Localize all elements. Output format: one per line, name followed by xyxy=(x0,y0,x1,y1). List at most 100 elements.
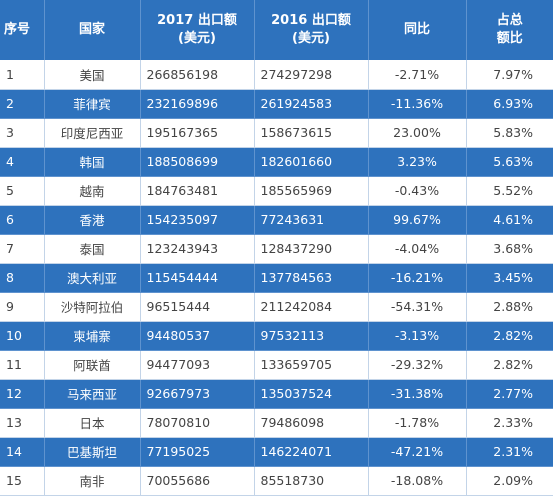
cell-yoy: 99.67% xyxy=(368,205,466,234)
table-header: 序号 国家 2017 出口额 (美元) 2016 出口额 (美元) 同比 占总 … xyxy=(0,0,553,60)
cell-rank: 1 xyxy=(0,60,44,89)
cell-exports-2017: 195167365 xyxy=(140,118,254,147)
header-share-line2: 额比 xyxy=(467,30,553,48)
cell-exports-2017: 94477093 xyxy=(140,350,254,379)
cell-country: 巴基斯坦 xyxy=(44,437,140,466)
cell-country: 印度尼西亚 xyxy=(44,118,140,147)
cell-exports-2017: 94480537 xyxy=(140,321,254,350)
cell-share: 2.33% xyxy=(466,408,553,437)
cell-rank: 12 xyxy=(0,379,44,408)
cell-country: 柬埔寨 xyxy=(44,321,140,350)
cell-yoy: -18.08% xyxy=(368,466,466,495)
cell-exports-2017: 232169896 xyxy=(140,89,254,118)
cell-rank: 14 xyxy=(0,437,44,466)
cell-share: 2.88% xyxy=(466,292,553,321)
cell-exports-2016: 97532113 xyxy=(254,321,368,350)
cell-exports-2016: 182601660 xyxy=(254,147,368,176)
header-country: 国家 xyxy=(44,0,140,60)
cell-yoy: -31.38% xyxy=(368,379,466,408)
cell-exports-2017: 188508699 xyxy=(140,147,254,176)
cell-yoy: -11.36% xyxy=(368,89,466,118)
cell-share: 2.82% xyxy=(466,350,553,379)
cell-rank: 13 xyxy=(0,408,44,437)
header-share: 占总 额比 xyxy=(466,0,553,60)
cell-exports-2016: 128437290 xyxy=(254,234,368,263)
cell-yoy: -0.43% xyxy=(368,176,466,205)
header-row: 序号 国家 2017 出口额 (美元) 2016 出口额 (美元) 同比 占总 … xyxy=(0,0,553,60)
header-exports-2017-line1: 2017 出口额 xyxy=(141,12,254,30)
header-exports-2016-line2: (美元) xyxy=(255,30,368,48)
cell-exports-2017: 266856198 xyxy=(140,60,254,89)
cell-country: 香港 xyxy=(44,205,140,234)
cell-exports-2016: 137784563 xyxy=(254,263,368,292)
cell-country: 泰国 xyxy=(44,234,140,263)
cell-share: 5.63% xyxy=(466,147,553,176)
cell-country: 菲律宾 xyxy=(44,89,140,118)
cell-exports-2016: 185565969 xyxy=(254,176,368,205)
cell-share: 6.93% xyxy=(466,89,553,118)
cell-rank: 4 xyxy=(0,147,44,176)
cell-exports-2016: 158673615 xyxy=(254,118,368,147)
header-exports-2017-line2: (美元) xyxy=(141,30,254,48)
cell-yoy: -1.78% xyxy=(368,408,466,437)
cell-yoy: -3.13% xyxy=(368,321,466,350)
cell-exports-2017: 184763481 xyxy=(140,176,254,205)
cell-country: 日本 xyxy=(44,408,140,437)
header-exports-2016: 2016 出口额 (美元) xyxy=(254,0,368,60)
cell-yoy: 23.00% xyxy=(368,118,466,147)
cell-yoy: 3.23% xyxy=(368,147,466,176)
header-rank: 序号 xyxy=(0,0,44,60)
cell-country: 南非 xyxy=(44,466,140,495)
cell-share: 3.45% xyxy=(466,263,553,292)
cell-exports-2016: 77243631 xyxy=(254,205,368,234)
cell-rank: 7 xyxy=(0,234,44,263)
cell-country: 美国 xyxy=(44,60,140,89)
cell-exports-2016: 211242084 xyxy=(254,292,368,321)
cell-exports-2016: 135037524 xyxy=(254,379,368,408)
cell-exports-2016: 274297298 xyxy=(254,60,368,89)
cell-exports-2016: 146224071 xyxy=(254,437,368,466)
cell-rank: 8 xyxy=(0,263,44,292)
cell-rank: 5 xyxy=(0,176,44,205)
cell-share: 2.77% xyxy=(466,379,553,408)
cell-exports-2017: 77195025 xyxy=(140,437,254,466)
cell-exports-2017: 92667973 xyxy=(140,379,254,408)
cell-exports-2017: 96515444 xyxy=(140,292,254,321)
cell-share: 2.09% xyxy=(466,466,553,495)
header-exports-2016-line1: 2016 出口额 xyxy=(255,12,368,30)
cell-exports-2017: 78070810 xyxy=(140,408,254,437)
header-yoy: 同比 xyxy=(368,0,466,60)
cell-share: 5.52% xyxy=(466,176,553,205)
cell-share: 2.82% xyxy=(466,321,553,350)
cell-rank: 3 xyxy=(0,118,44,147)
cell-yoy: -16.21% xyxy=(368,263,466,292)
cell-share: 7.97% xyxy=(466,60,553,89)
cell-exports-2017: 70055686 xyxy=(140,466,254,495)
cell-exports-2016: 133659705 xyxy=(254,350,368,379)
cell-yoy: -47.21% xyxy=(368,437,466,466)
cell-country: 阿联酋 xyxy=(44,350,140,379)
cell-country: 越南 xyxy=(44,176,140,205)
cell-country: 沙特阿拉伯 xyxy=(44,292,140,321)
cell-share: 5.83% xyxy=(466,118,553,147)
cell-share: 3.68% xyxy=(466,234,553,263)
cell-rank: 10 xyxy=(0,321,44,350)
cell-exports-2016: 85518730 xyxy=(254,466,368,495)
header-exports-2017: 2017 出口额 (美元) xyxy=(140,0,254,60)
cell-rank: 11 xyxy=(0,350,44,379)
